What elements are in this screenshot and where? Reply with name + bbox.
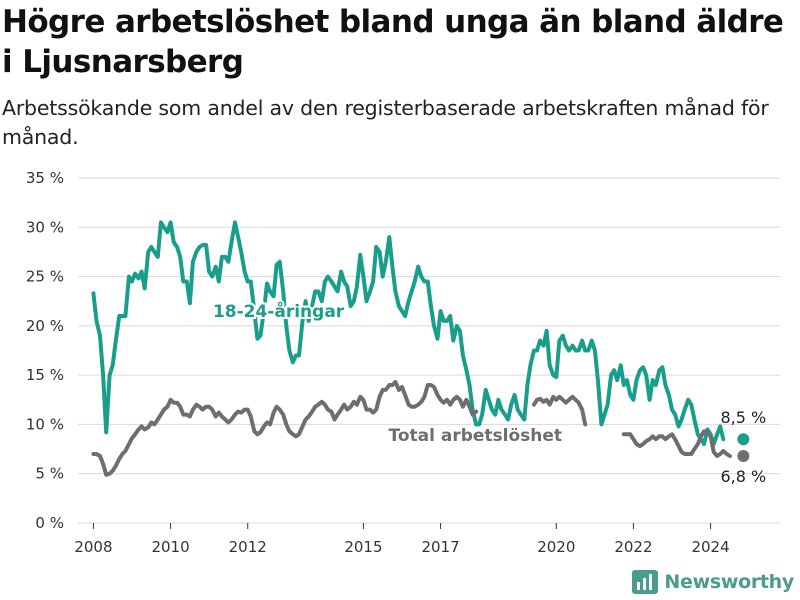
y-tick-label: 10 % xyxy=(26,415,64,433)
series-label-youth: 18-24-åringar xyxy=(213,300,345,322)
y-tick-label: 20 % xyxy=(26,317,64,335)
x-tick-label: 2024 xyxy=(691,538,729,556)
brand-logo: Newsworthy xyxy=(632,570,794,594)
y-axis-ticks: 0 % 5 % 10 % 15 % 20 % 25 % 30 % 35 % xyxy=(26,169,64,532)
end-value-label-youth: 8,5 % xyxy=(720,408,766,427)
x-tick-label: 2017 xyxy=(421,538,459,556)
series-line-total xyxy=(531,394,588,427)
series-labels: 18-24-åringar Total arbetslöshet 8,5 % 6,8 … xyxy=(211,298,766,486)
x-tick-label: 2015 xyxy=(344,538,382,556)
newsworthy-logo-icon xyxy=(632,570,659,594)
series-line-youth xyxy=(91,220,726,447)
brand-name: Newsworthy xyxy=(664,571,794,593)
x-tick-label: 2008 xyxy=(74,538,112,556)
series-line-total xyxy=(621,429,732,458)
gridlines xyxy=(78,177,780,524)
chart-subtitle: Arbetssökande som andel av den registerb… xyxy=(2,96,769,149)
y-tick-label: 15 % xyxy=(26,366,64,384)
end-marker-total xyxy=(737,449,750,462)
y-tick-label: 35 % xyxy=(26,169,64,187)
end-value-label-total: 6,8 % xyxy=(720,467,766,486)
x-tick-label: 2020 xyxy=(537,538,575,556)
x-tick-label: 2012 xyxy=(229,538,267,556)
y-tick-label: 25 % xyxy=(26,268,64,286)
series-label-total: Total arbetslöshet xyxy=(389,426,563,446)
end-marker-youth xyxy=(737,433,750,446)
y-tick-label: 30 % xyxy=(26,218,64,236)
chart-title: Högre arbetslöshet bland unga än bland ä… xyxy=(2,4,784,80)
x-axis-ticks: 2008 2010 2012 2015 2017 2020 2022 2024 xyxy=(74,523,730,556)
y-tick-label: 0 % xyxy=(35,514,64,532)
y-tick-label: 5 % xyxy=(35,465,64,483)
x-tick-label: 2022 xyxy=(614,538,652,556)
series-line-total xyxy=(91,380,479,477)
series-lines xyxy=(91,220,732,477)
x-tick-label: 2010 xyxy=(151,538,189,556)
